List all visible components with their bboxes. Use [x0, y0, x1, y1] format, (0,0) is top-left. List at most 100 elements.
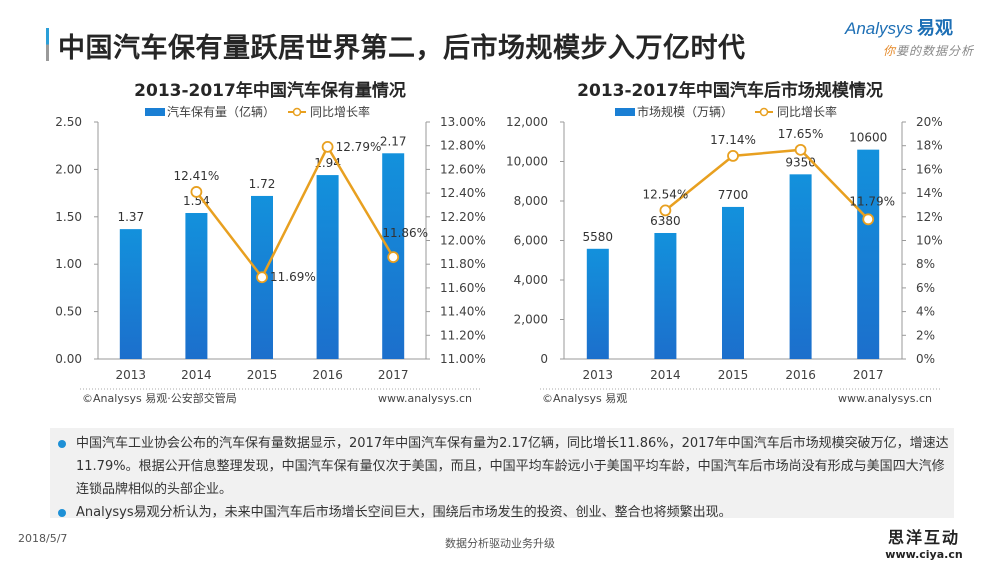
growth-rate-label: 17.14%	[710, 133, 756, 147]
summary-bullet: Analysys易观分析认为，未来中国汽车后市场增长空间巨大，围绕后市场发生的投…	[50, 501, 954, 524]
growth-rate-label: 12.79%	[336, 140, 382, 154]
x-tick-label: 2015	[718, 368, 749, 382]
x-tick-label: 2017	[853, 368, 884, 382]
y-right-tick-label: 6%	[916, 281, 935, 295]
y-left-tick-label: 0.50	[55, 305, 82, 319]
y-right-tick-label: 11.20%	[440, 328, 486, 342]
footer-slogan: 数据分析驱动业务升级	[445, 537, 555, 550]
legend-bar-swatch	[615, 108, 635, 116]
bar	[722, 206, 744, 359]
y-right-tick-label: 20%	[916, 115, 943, 129]
growth-rate-point	[794, 143, 807, 156]
bar-data-label: 6380	[650, 214, 681, 228]
analysys-logo: Analysys 易观 你要的数据分析	[845, 14, 995, 64]
logo-slogan: 要的数据分析	[896, 44, 975, 58]
growth-rate-label: 17.65%	[778, 127, 824, 141]
x-tick-label: 2013	[583, 368, 614, 382]
growth-rate-point	[256, 271, 268, 284]
y-left-tick-label: 2.50	[55, 115, 82, 129]
y-right-tick-label: 12%	[916, 210, 943, 224]
bar-data-label: 1.54	[183, 194, 210, 208]
bar-data-label: 1.72	[249, 177, 276, 191]
bar	[586, 248, 609, 359]
watermark-title: 思洋互动	[887, 528, 960, 547]
bar-data-label: 7700	[718, 188, 749, 202]
bullet-dot-icon	[58, 509, 66, 517]
growth-rate-point	[727, 149, 739, 162]
legend-line-marker	[759, 107, 769, 117]
y-left-tick-label: 0	[540, 352, 548, 366]
y-right-tick-label: 13.00%	[440, 115, 486, 129]
x-tick-label: 2014	[181, 368, 212, 382]
legend-line-marker	[292, 107, 302, 117]
growth-rate-point	[862, 213, 875, 226]
bar	[185, 213, 208, 359]
growth-rate-point	[659, 204, 672, 217]
watermark-badge: 思洋互动 www.ciya.cn	[874, 524, 974, 561]
chart-source: ©Analysys 易观·公安部交管局	[82, 391, 237, 405]
bar	[789, 174, 812, 359]
chart-source: ©Analysys 易观	[542, 392, 627, 405]
bar	[857, 149, 880, 359]
y-right-tick-label: 12.00%	[440, 234, 486, 248]
y-right-tick-label: 10%	[916, 234, 943, 248]
growth-rate-label: 12.54%	[643, 187, 689, 201]
summary-text: Analysys易观分析认为，未来中国汽车后市场增长空间巨大，围绕后市场发生的投…	[76, 505, 732, 520]
y-right-tick-label: 16%	[916, 162, 943, 176]
legend-bar-swatch	[145, 108, 165, 116]
y-left-tick-label: 12,000	[506, 115, 548, 129]
logo-cn-text: 易观	[917, 18, 954, 38]
bar-data-label: 1.37	[117, 210, 144, 224]
y-left-tick-label: 0.00	[55, 352, 82, 366]
logo-text: Analysys	[845, 19, 914, 38]
growth-rate-point	[387, 251, 400, 263]
bar-data-label: 5580	[583, 230, 614, 244]
x-tick-label: 2016	[785, 368, 816, 382]
summary-text: 中国汽车工业协会公布的汽车保有量数据显示，2017年中国汽车保有量为2.17亿辆…	[76, 436, 949, 497]
bar-data-label: 2.17	[380, 134, 407, 148]
growth-rate-line	[195, 144, 395, 280]
y-right-tick-label: 18%	[916, 139, 943, 153]
footer-date: 2018/5/7	[18, 532, 68, 545]
y-right-tick-label: 12.40%	[440, 186, 486, 200]
chart-website: www.analysys.cn	[378, 392, 472, 405]
bar	[119, 229, 142, 359]
y-right-tick-label: 2%	[916, 328, 935, 342]
watermark-url: www.ciya.cn	[885, 548, 963, 561]
y-left-tick-label: 1.00	[55, 257, 82, 271]
vehicle-ownership-chart: 2013-2017年中国汽车保有量情况汽车保有量（亿辆） 同比增长率 0.00 0.5…	[40, 76, 500, 416]
bar-data-label: 10600	[849, 131, 887, 145]
growth-rate-point	[190, 186, 203, 198]
x-tick-label: 2014	[650, 368, 681, 382]
y-right-tick-label: 0%	[916, 352, 935, 366]
y-right-tick-label: 11.40%	[440, 305, 486, 319]
growth-rate-label: 11.86%	[382, 226, 428, 240]
summary-box: 中国汽车工业协会公布的汽车保有量数据显示，2017年中国汽车保有量为2.17亿辆…	[50, 428, 954, 520]
legend-line-label: 同比增长率	[310, 104, 370, 119]
growth-rate-label: 12.41%	[174, 169, 220, 183]
x-tick-label: 2013	[116, 368, 147, 382]
y-left-tick-label: 1.50	[55, 210, 82, 224]
y-right-tick-label: 14%	[916, 186, 943, 200]
legend-bar-label: 汽车保有量（亿辆）	[167, 104, 275, 119]
page-title: 中国汽车保有量跃居世界第二，后市场规模步入万亿时代	[58, 33, 746, 64]
y-left-tick-label: 2.00	[55, 162, 82, 176]
y-right-tick-label: 12.20%	[440, 210, 486, 224]
aftermarket-chart: 2013-2017年中国汽车后市场规模情况 市场规模（万辆） 同比增长率 0 2,000…	[500, 76, 960, 416]
y-right-tick-label: 12.60%	[440, 162, 486, 176]
growth-rate-line	[664, 148, 870, 221]
y-left-tick-label: 8,000	[514, 194, 548, 208]
y-right-tick-label: 11.60%	[440, 281, 486, 295]
bullet-dot-icon	[58, 440, 66, 448]
bar	[654, 232, 677, 359]
y-right-tick-label: 11.80%	[440, 257, 486, 271]
chart-title: 2013-2017年中国汽车保有量情况	[134, 80, 406, 101]
bar	[316, 175, 339, 359]
legend-bar-label: 市场规模（万辆）	[637, 104, 733, 119]
y-right-tick-label: 8%	[916, 257, 935, 271]
growth-rate-label: 11.69%	[270, 270, 316, 284]
growth-rate-label: 11.79%	[849, 194, 895, 208]
y-right-tick-label: 4%	[916, 305, 935, 319]
x-tick-label: 2017	[378, 368, 409, 382]
